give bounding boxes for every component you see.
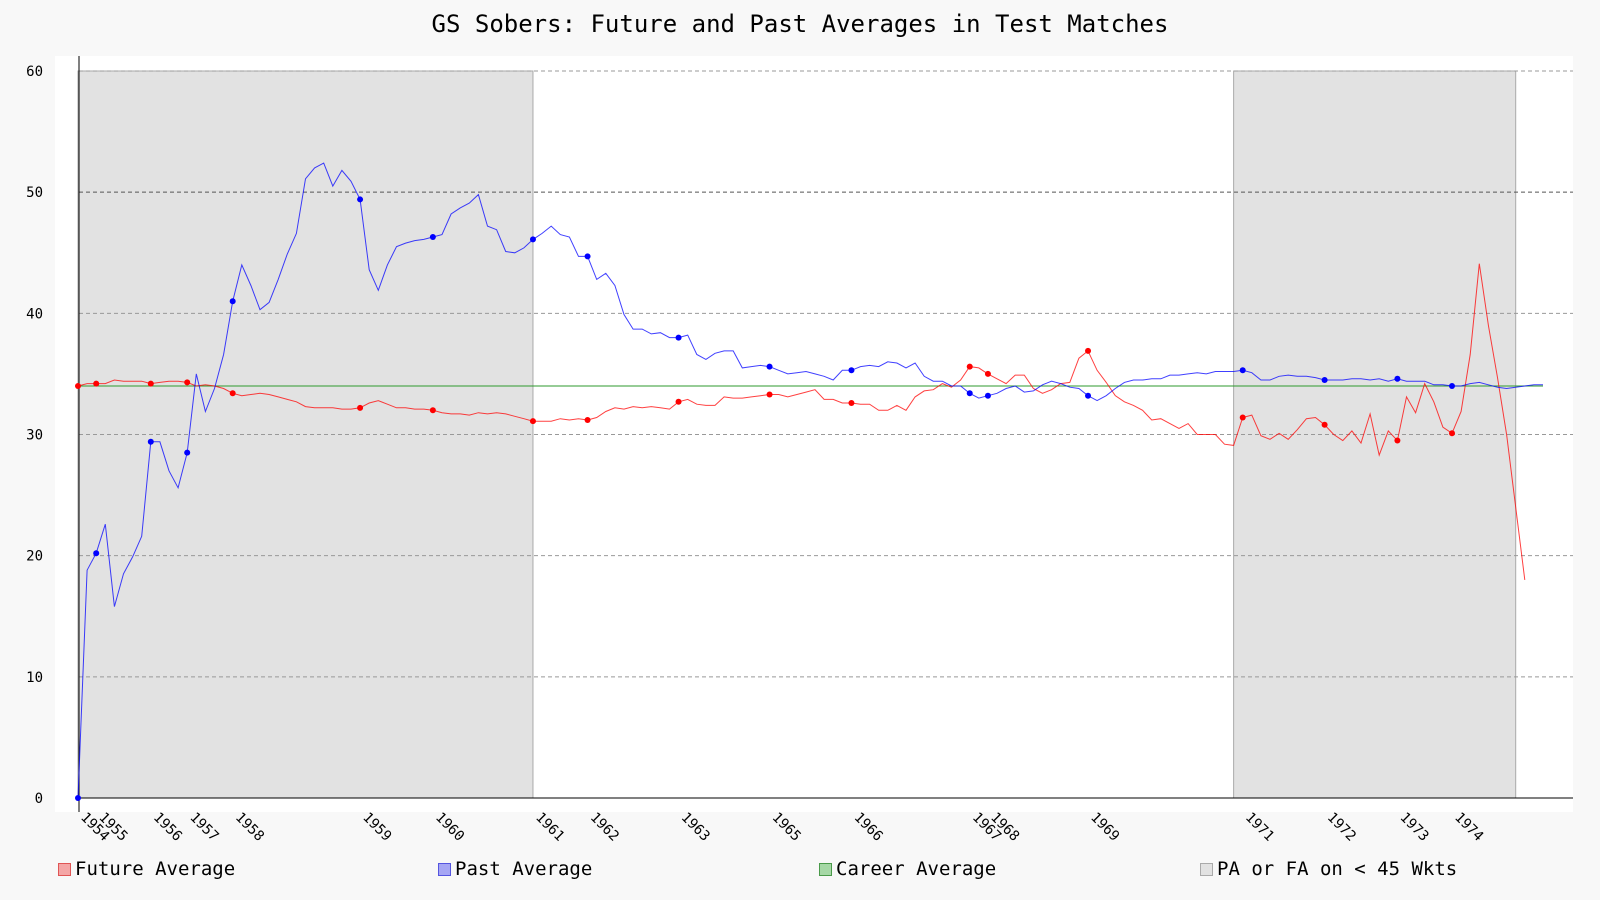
past-average-point: [93, 550, 100, 557]
y-tick-label: 0: [35, 791, 43, 807]
past-average-point: [147, 438, 154, 445]
chart-title: GS Sobers: Future and Past Averages in T…: [431, 10, 1169, 38]
y-tick-label: 30: [26, 428, 43, 444]
past-average-point: [984, 392, 991, 399]
past-average-point: [229, 298, 236, 305]
future-average-point: [1394, 437, 1401, 444]
future-average-point: [966, 363, 973, 370]
legend-swatch-future: [58, 862, 71, 876]
x-tick-label: 1971: [1242, 810, 1277, 845]
x-tick-label: 1972: [1324, 810, 1359, 845]
past-average-point: [848, 367, 855, 374]
legend-label-past: Past Average: [455, 858, 593, 880]
legend: Future Average Past Average Career Avera…: [0, 858, 1600, 888]
x-tick-label: 1960: [432, 810, 467, 845]
x-tick-label: 1966: [851, 810, 886, 845]
future-average-point: [93, 380, 100, 387]
x-tick-label: 1974: [1451, 810, 1486, 845]
past-average-point: [1239, 367, 1246, 374]
past-average-point: [429, 233, 436, 240]
legend-item-past[interactable]: Past Average: [438, 858, 592, 880]
future-average-line: [77, 263, 1526, 580]
legend-swatch-shaded: [1200, 862, 1213, 876]
future-average-point: [229, 390, 236, 397]
future-average-point: [1085, 347, 1092, 354]
future-average-point: [584, 416, 591, 423]
y-tick-label: 40: [26, 306, 43, 322]
future-average-point: [147, 380, 154, 387]
past-average-point: [966, 390, 973, 397]
future-average-point: [529, 418, 536, 425]
x-tick-label: 1973: [1397, 810, 1432, 845]
future-average-point: [1449, 430, 1456, 437]
y-tick-label: 60: [26, 64, 43, 80]
future-average-point: [848, 399, 855, 406]
past-average-point: [675, 334, 682, 341]
legend-label-shaded: PA or FA on < 45 Wkts: [1217, 858, 1458, 880]
past-average-point: [1321, 376, 1328, 383]
y-tick-label: 50: [26, 185, 43, 201]
future-average-point: [984, 370, 991, 377]
future-average-point: [184, 379, 191, 386]
x-tick-label: 1959: [359, 810, 394, 845]
future-average-point: [429, 407, 436, 414]
y-tick-label: 20: [26, 549, 43, 565]
past-average-point: [584, 253, 591, 260]
legend-swatch-career: [819, 862, 832, 876]
past-average-point: [1394, 375, 1401, 382]
past-average-point: [184, 449, 191, 456]
past-average-point: [1085, 392, 1092, 399]
future-average-point: [357, 404, 364, 411]
legend-item-career[interactable]: Career Average: [819, 858, 996, 880]
past-average-line: [77, 162, 1543, 799]
y-tick-label: 10: [26, 670, 43, 686]
x-tick-label: 1965: [769, 810, 804, 845]
legend-swatch-past: [438, 862, 451, 876]
past-average-point: [766, 363, 773, 370]
legend-label-future: Future Average: [75, 858, 236, 880]
legend-label-career: Career Average: [836, 858, 997, 880]
past-average-point: [357, 196, 364, 203]
past-average-point: [1449, 383, 1456, 390]
legend-item-shaded[interactable]: PA or FA on < 45 Wkts: [1200, 858, 1457, 880]
future-average-point: [75, 383, 81, 390]
x-tick-label: 1956: [150, 810, 185, 845]
future-average-point: [675, 398, 682, 405]
future-average-point: [1239, 414, 1246, 421]
x-tick-label: 1969: [1087, 810, 1122, 845]
x-tick-label: 1963: [678, 810, 713, 845]
past-average-point: [529, 236, 536, 243]
future-average-point: [766, 391, 773, 398]
future-average-point: [1321, 421, 1328, 428]
x-tick-label: 1961: [532, 810, 567, 845]
x-tick-label: 1957: [186, 810, 221, 845]
x-tick-label: 1962: [587, 810, 622, 845]
x-tick-label: 1958: [232, 810, 267, 845]
legend-item-future[interactable]: Future Average: [58, 858, 235, 880]
past-average-point: [75, 795, 81, 801]
